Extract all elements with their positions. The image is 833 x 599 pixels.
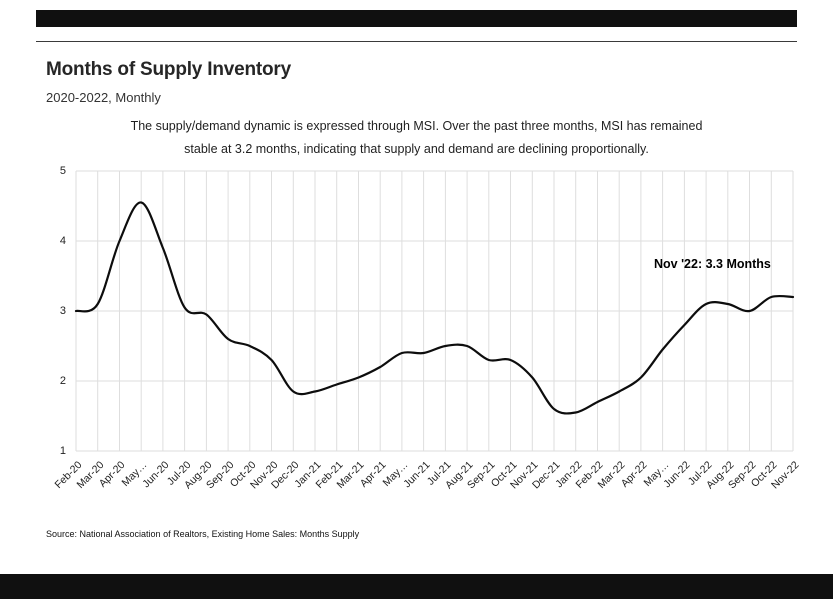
chart-subtitle: 2020-2022, Monthly (46, 90, 161, 105)
y-tick-label: 4 (59, 235, 66, 248)
source-note: Source: National Association of Realtors… (46, 529, 360, 540)
bottom-bar-decoration (0, 574, 833, 599)
chart-description-line1: The supply/demand dynamic is expressed t… (130, 119, 703, 133)
header-divider (36, 41, 797, 42)
chart-description-line2: stable at 3.2 months, indicating that su… (184, 142, 649, 157)
plot-area (74, 170, 795, 452)
y-tick-label: 3 (59, 305, 66, 318)
chart-title: Months of Supply Inventory (46, 59, 291, 80)
top-bar-decoration (36, 10, 797, 27)
y-tick-label: 5 (59, 165, 66, 178)
data-label-annotation: Nov '22: 3.3 Months (654, 257, 771, 272)
y-tick-label: 2 (59, 375, 66, 388)
y-tick-label: 1 (59, 445, 66, 458)
chart-description: The supply/demand dynamic is expressed t… (0, 115, 833, 161)
